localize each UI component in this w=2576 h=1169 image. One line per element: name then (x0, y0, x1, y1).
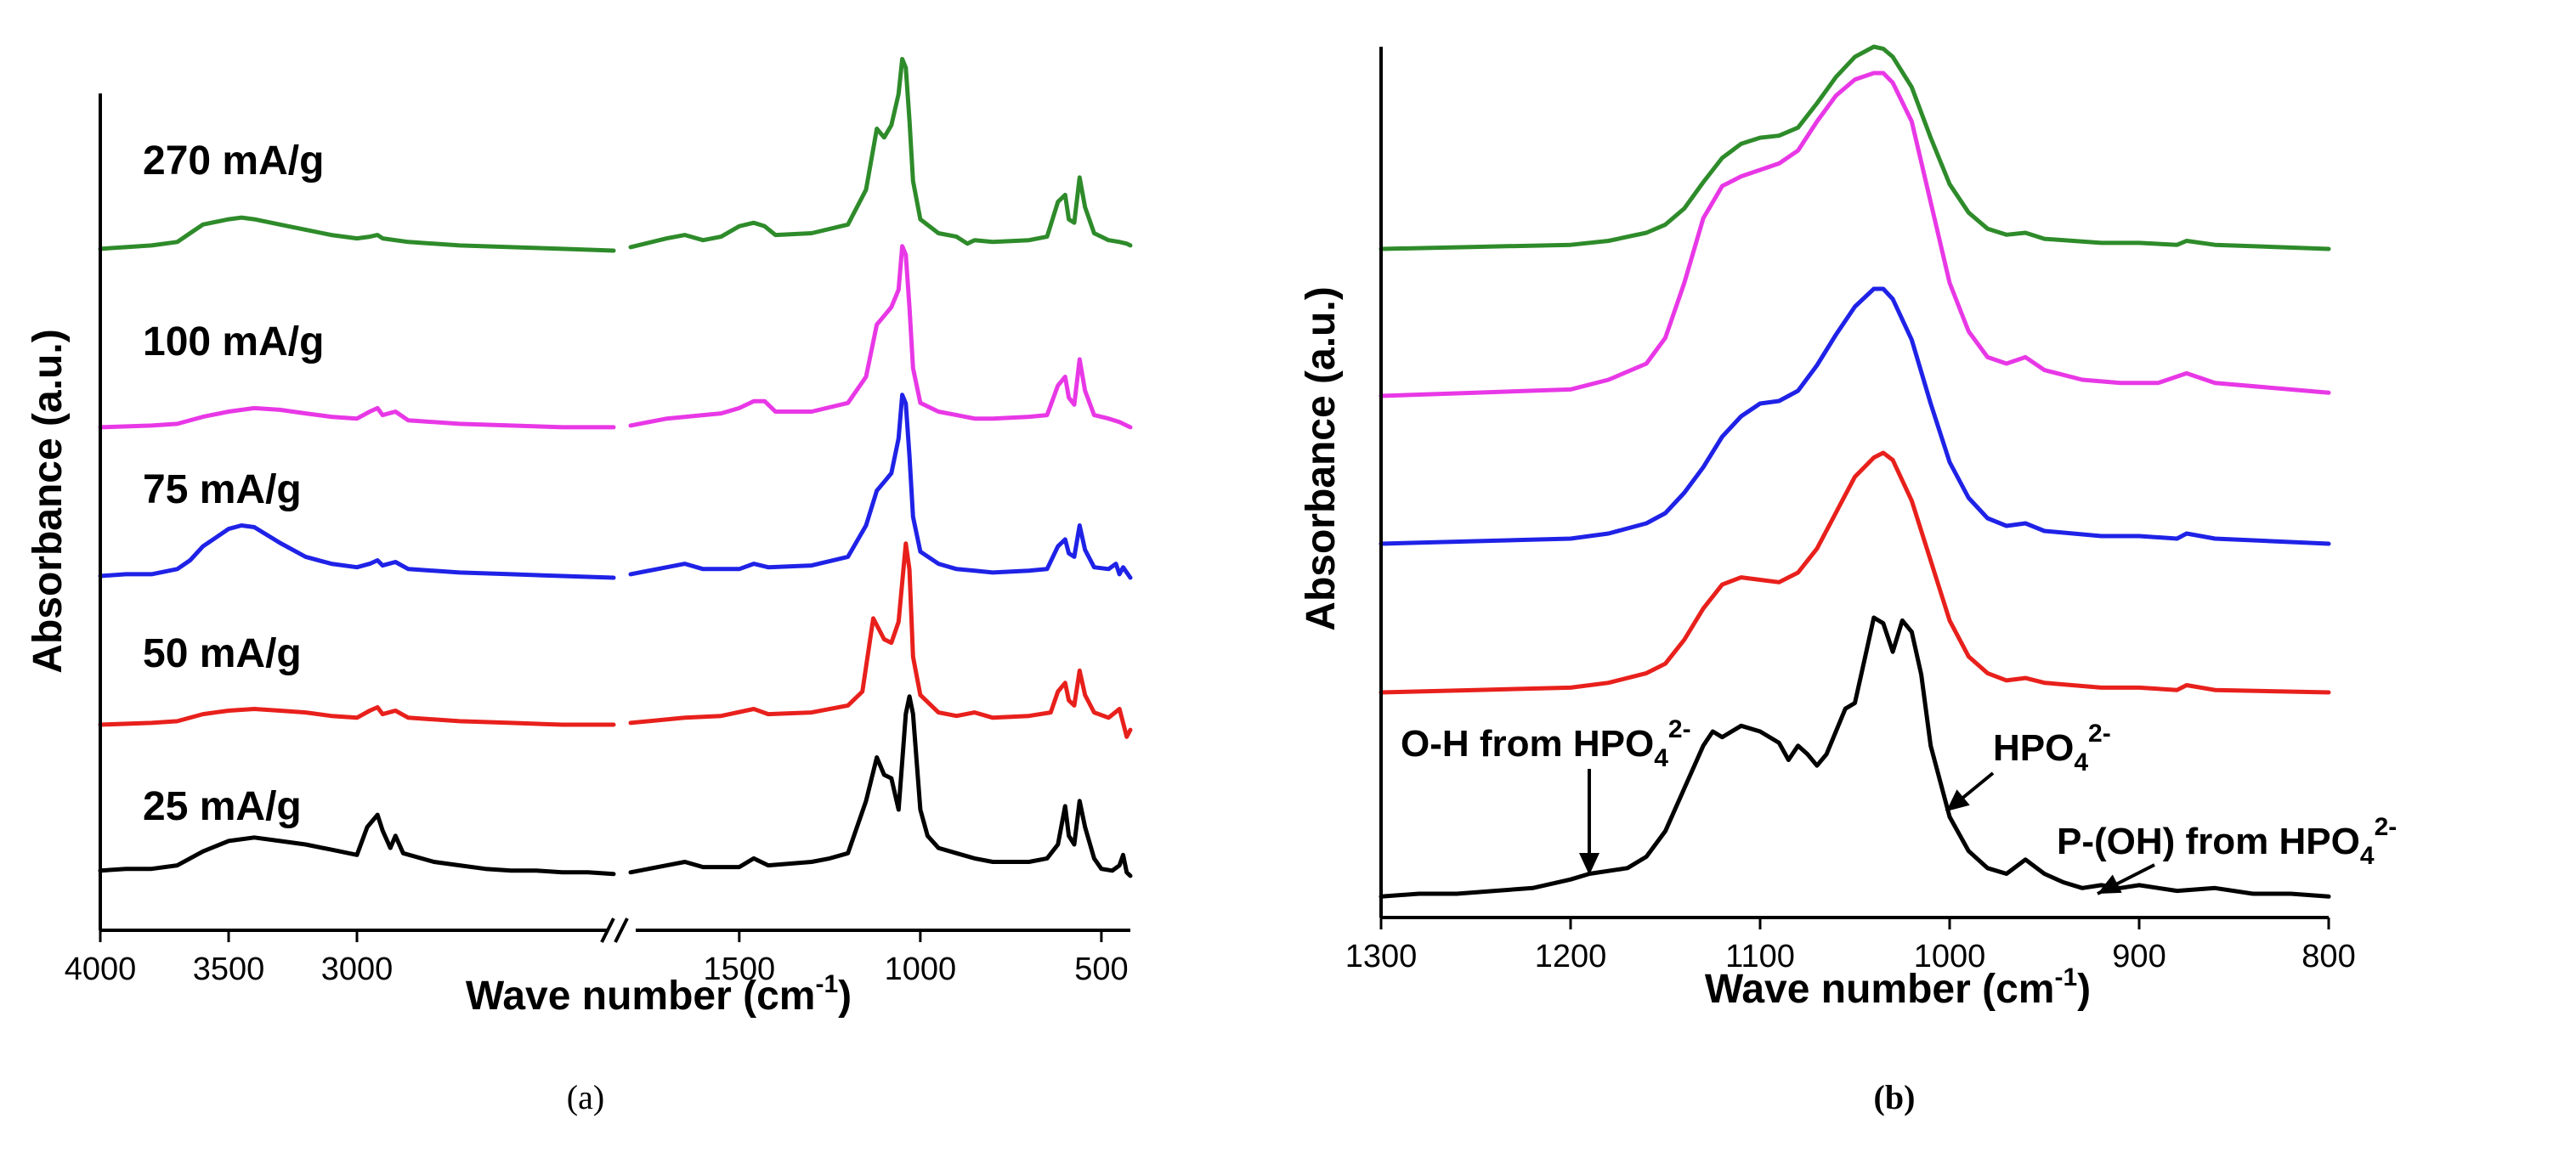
panel-a-x-tick-label-4000: 4000 (65, 952, 137, 987)
series-line-100-ma-g-b (1379, 71, 2331, 398)
series-line-50-ma-g-right (628, 541, 1133, 739)
panel-a-x-tick-label-3500: 3500 (193, 952, 265, 987)
series-line-100-ma-g-right (628, 244, 1133, 430)
series-line-25-ma-g-right (628, 694, 1133, 878)
series-label-50-ma-g: 50 mA/g (143, 631, 302, 676)
series-line-25-ma-g-left (98, 812, 616, 877)
chart-panel-b: 1300 1200 1100 1000 900 800 O-H from HPO42- HP… (1299, 44, 2397, 1116)
panel-b-axes: 1300 1200 1100 1000 900 800 (1345, 47, 2356, 974)
panel-b-x-tick-label-1100: 1100 (1725, 939, 1795, 974)
panel-a-x-tick-label-1500: 1500 (704, 952, 776, 987)
chart-panel-a: 4000 3500 3000 1500 1000 500 25 mA/g 50 mA/g 75… (25, 57, 1133, 1116)
series-label-100-ma-g: 100 mA/g (143, 319, 324, 364)
series-line-270-ma-g-left (98, 215, 616, 253)
series-line-50-ma-g-left (98, 705, 616, 727)
panel-a-series-labels: 25 mA/g 50 mA/g 75 mA/g 100 mA/g 270 mA/g (143, 138, 324, 829)
series-line-75-ma-g-left (98, 523, 616, 580)
series-line-25-ma-g-b (1379, 615, 2331, 899)
annotation-arrowhead-2 (1946, 789, 1970, 811)
panel-a-x-axis-title: Wave number (cm-1) (466, 970, 852, 1019)
series-line-100-ma-g-left (98, 405, 616, 430)
annotation-arrowhead-1 (1579, 853, 1599, 875)
panel-b-x-axis-title: Wave number (cm-1) (1705, 963, 2091, 1012)
series-label-270-ma-g: 270 mA/g (143, 138, 324, 184)
annotation-1: O-H from HPO42- (1401, 715, 1691, 772)
panel-b-series (1379, 44, 2331, 899)
panel-a-letter: (a) (567, 1078, 604, 1116)
panel-a-axes: 4000 3500 3000 1500 1000 500 (65, 93, 1130, 987)
series-line-270-ma-g-b (1379, 44, 2331, 251)
axis-break-mark-1 (600, 918, 615, 943)
panel-a-x-tick-label-500: 500 (1074, 952, 1128, 987)
series-line-50-ma-g-b (1379, 450, 2331, 695)
panel-b-y-axis-title: Absorbance (a.u.) (1299, 286, 1344, 630)
annotation-2: HPO42- (1993, 720, 2111, 777)
axis-break-mark-2 (614, 918, 629, 943)
panel-a-x-tick-label-3000: 3000 (321, 952, 393, 987)
panel-b-x-tick-label-1200: 1200 (1535, 939, 1607, 974)
panel-b-annotations: O-H from HPO42- HPO42- P-(OH) from HPO42- (1401, 715, 2397, 895)
series-label-75-ma-g: 75 mA/g (143, 467, 302, 512)
annotation-3: P-(OH) from HPO42- (2057, 813, 2397, 870)
panel-b-x-tick-label-800: 800 (2301, 939, 2355, 974)
series-line-75-ma-g-right (628, 392, 1133, 580)
panel-a-x-tick-label-1000: 1000 (885, 952, 957, 987)
panel-b-x-tick-label-900: 900 (2112, 939, 2166, 974)
panel-a-y-axis-title: Absorbance (a.u.) (25, 329, 71, 673)
panel-a-series (98, 57, 1133, 878)
panel-b-x-tick-label-1300: 1300 (1345, 939, 1418, 974)
series-label-25-ma-g: 25 mA/g (143, 784, 302, 829)
series-line-270-ma-g-right (628, 57, 1133, 250)
panel-b-x-tick-label-1000: 1000 (1914, 939, 1986, 974)
series-line-75-ma-g-b (1379, 286, 2331, 546)
panel-b-letter: (b) (1874, 1078, 1916, 1116)
annotation-arrowhead-3 (2098, 874, 2122, 894)
